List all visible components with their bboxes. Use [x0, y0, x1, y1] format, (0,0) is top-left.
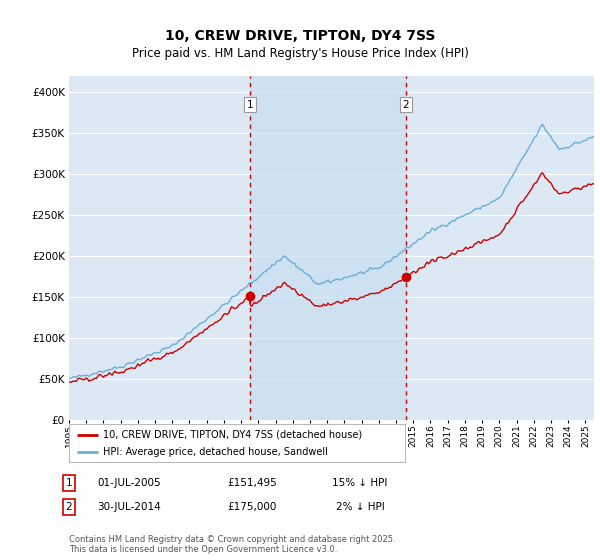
Text: 10, CREW DRIVE, TIPTON, DY4 7SS (detached house): 10, CREW DRIVE, TIPTON, DY4 7SS (detache… [103, 430, 362, 440]
Text: 01-JUL-2005: 01-JUL-2005 [97, 478, 161, 488]
Text: 1: 1 [247, 100, 253, 110]
Text: £175,000: £175,000 [227, 502, 277, 512]
Text: 1: 1 [65, 478, 73, 488]
Text: HPI: Average price, detached house, Sandwell: HPI: Average price, detached house, Sand… [103, 447, 328, 458]
Text: 30-JUL-2014: 30-JUL-2014 [97, 502, 161, 512]
Text: Price paid vs. HM Land Registry's House Price Index (HPI): Price paid vs. HM Land Registry's House … [131, 46, 469, 60]
Text: 15% ↓ HPI: 15% ↓ HPI [332, 478, 388, 488]
Text: 10, CREW DRIVE, TIPTON, DY4 7SS: 10, CREW DRIVE, TIPTON, DY4 7SS [165, 29, 435, 44]
Bar [250, 76, 406, 420]
Text: 2% ↓ HPI: 2% ↓ HPI [335, 502, 385, 512]
Text: 2: 2 [65, 502, 73, 512]
Text: Contains HM Land Registry data © Crown copyright and database right 2025.
This d: Contains HM Land Registry data © Crown c… [69, 535, 395, 554]
Text: £151,495: £151,495 [227, 478, 277, 488]
Text: 2: 2 [403, 100, 409, 110]
